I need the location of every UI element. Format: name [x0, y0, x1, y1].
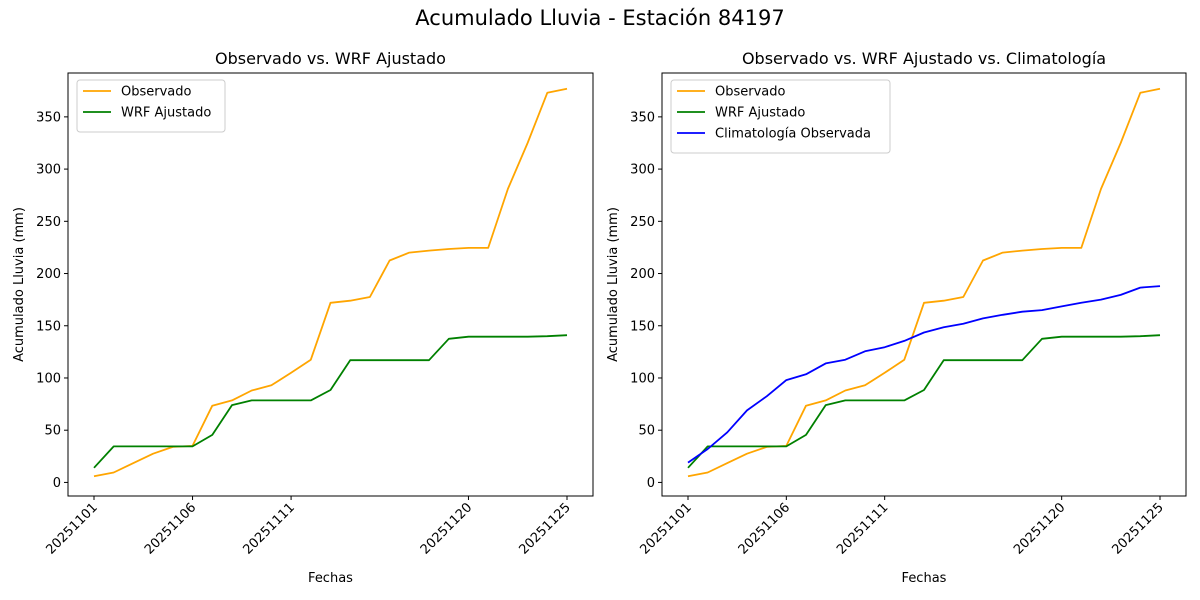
y-tick-label: 250	[36, 215, 61, 230]
chart-title: Observado vs. WRF Ajustado vs. Climatolo…	[742, 49, 1106, 68]
y-tick-label: 100	[630, 371, 655, 386]
y-tick-label: 150	[630, 319, 655, 334]
x-tick-label: 20251111	[834, 500, 891, 557]
chart-panel-2: Observado vs. WRF Ajustado vs. Climatolo…	[606, 49, 1187, 586]
x-tick-label: 20251125	[516, 500, 573, 557]
y-tick-label: 0	[53, 476, 61, 491]
chart-panel-1: Observado vs. WRF Ajustado 0 50 100 150 200 25…	[12, 49, 594, 586]
legend: Observado WRF Ajustado Climatología Observ…	[670, 79, 891, 154]
y-axis-label: Acumulado Lluvia (mm)	[606, 207, 621, 362]
legend-box	[76, 79, 226, 133]
x-axis-label: Fechas	[902, 571, 947, 586]
figure-title: Acumulado Lluvia - Estación 84197	[415, 6, 785, 30]
y-tick-label: 250	[630, 215, 655, 230]
legend-box	[670, 79, 891, 154]
y-tick-label: 50	[638, 424, 655, 439]
y-tick-label: 100	[36, 371, 61, 386]
series-line-2	[93, 334, 568, 469]
y-tick-label: 200	[630, 267, 655, 282]
y-tick-label: 300	[630, 163, 655, 178]
y-tick-label: 50	[44, 424, 61, 439]
x-tick-label: 20251111	[241, 500, 298, 557]
x-tick-label: 20251101	[637, 500, 694, 557]
x-tick-label: 20251120	[1011, 500, 1068, 557]
x-tick-label: 20251106	[142, 500, 199, 557]
chart-title: Observado vs. WRF Ajustado	[215, 49, 446, 68]
series-line-3	[687, 285, 1161, 464]
y-tick-label: 350	[630, 110, 655, 125]
legend-label: Observado	[715, 85, 786, 100]
x-tick-label: 20251101	[43, 500, 100, 557]
x-tick-label: 20251106	[736, 500, 793, 557]
legend-label: Observado	[121, 85, 192, 100]
y-tick-label: 300	[36, 163, 61, 178]
legend: Observado WRF Ajustado	[76, 79, 226, 133]
legend-label: WRF Ajustado	[715, 106, 805, 121]
y-axis-label: Acumulado Lluvia (mm)	[12, 207, 27, 362]
y-tick-label: 350	[36, 110, 61, 125]
y-tick-label: 150	[36, 319, 61, 334]
y-tick-label: 0	[647, 476, 655, 491]
series-line-2	[687, 334, 1161, 469]
series-line-1	[93, 87, 568, 478]
x-axis-label: Fechas	[308, 571, 353, 586]
y-tick-label: 200	[36, 267, 61, 282]
axes-frame	[67, 72, 594, 497]
legend-label: Climatología Observada	[715, 127, 871, 142]
axes-frame	[661, 72, 1187, 497]
x-tick-label: 20251125	[1109, 500, 1166, 557]
x-tick-label: 20251120	[418, 500, 475, 557]
legend-label: WRF Ajustado	[121, 106, 211, 121]
